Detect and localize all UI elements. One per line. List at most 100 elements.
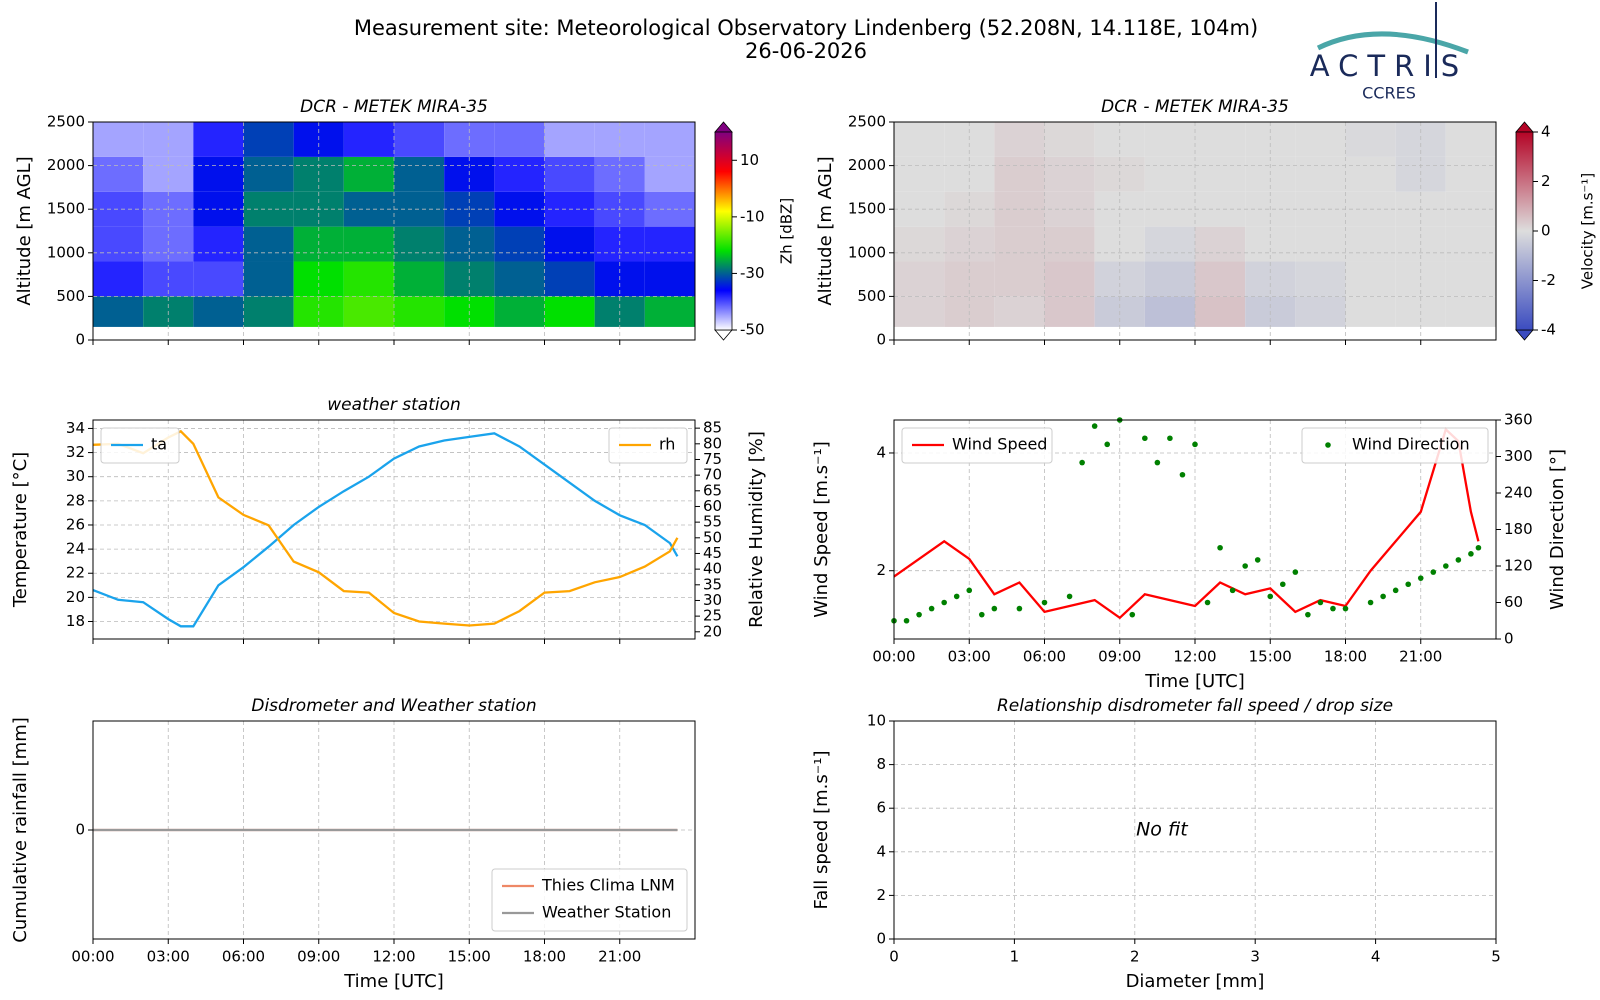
y-tick-label: 1500: [848, 200, 886, 218]
direction-point: [1342, 605, 1349, 612]
direction-point: [1217, 544, 1223, 551]
y2-tick-label: 35: [703, 575, 722, 593]
direction-point: [1279, 581, 1286, 588]
x-tick-label: 00:00: [872, 648, 915, 666]
y2-tick-label: 60: [1504, 593, 1523, 611]
colorbar-extend: [1515, 121, 1534, 133]
y-tick-label: 1000: [47, 243, 85, 261]
y-tick-label: 2: [876, 561, 886, 579]
direction-point: [928, 605, 935, 612]
y-tick-label: 500: [857, 287, 886, 305]
y-axis-label: Altitude [m AGL]: [14, 156, 35, 305]
heatmap-cell: [494, 296, 545, 327]
heatmap-cell: [544, 156, 595, 192]
heatmap-cell: [343, 226, 394, 262]
heatmap-cell: [544, 261, 595, 297]
direction-point: [1455, 557, 1462, 563]
x-tick-label: 15:00: [448, 948, 491, 966]
x-tick-label: 21:00: [1399, 648, 1442, 666]
y-axis-label: Temperature [°C]: [10, 452, 31, 608]
heatmap-cell: [994, 261, 1045, 297]
direction-point: [1475, 544, 1482, 551]
series-line: [92, 432, 679, 628]
colorbar-extend: [1515, 329, 1534, 341]
y-tick-label: 34: [66, 419, 85, 437]
heatmap-cell: [193, 156, 244, 192]
y2-tick-label: 300: [1504, 447, 1533, 465]
direction-point: [1417, 575, 1424, 581]
y2-tick-label: 30: [703, 591, 722, 609]
x-tick-label: 18:00: [523, 948, 566, 966]
heatmap-cell: [1295, 226, 1346, 262]
colorbar: [714, 131, 733, 331]
y2-tick-label: 40: [703, 560, 722, 578]
direction-point: [1380, 593, 1386, 600]
heatmap-cell: [1445, 156, 1496, 192]
x-tick-label: 03:00: [948, 648, 991, 666]
heatmap-cell: [1044, 156, 1095, 192]
heatmap-cell: [894, 156, 945, 192]
direction-point: [903, 617, 910, 624]
heatmap-cell: [644, 156, 695, 192]
heatmap-cell: [243, 296, 294, 327]
heatmap-cell: [1445, 226, 1496, 262]
colorbar-tick-label: 4: [1541, 123, 1551, 141]
heatmap-cell: [93, 122, 144, 157]
y-tick-label: 10: [867, 712, 886, 730]
direction-point: [1142, 435, 1148, 442]
x-tick-label: 03:00: [147, 948, 190, 966]
y2-axis-label: Relative Humidity [%]: [746, 431, 767, 628]
legend-box: [1301, 427, 1489, 464]
panel-title: DCR - METEK MIRA-35: [1101, 97, 1289, 117]
heatmap-cell: [243, 156, 294, 192]
y-tick-label: 0: [876, 930, 886, 948]
direction-point: [1317, 599, 1324, 606]
heatmap-cell: [243, 261, 294, 297]
series-line: [893, 427, 1480, 620]
heatmap-cell: [1345, 156, 1396, 192]
direction-point: [1267, 593, 1274, 600]
x-tick-label: 21:00: [598, 948, 641, 966]
y-tick-label: 4: [876, 842, 886, 860]
heatmap-cell: [544, 226, 595, 262]
heatmap-cell: [1295, 261, 1346, 297]
y-tick-label: 8: [876, 755, 886, 773]
colorbar-tick-label: -50: [740, 321, 765, 339]
legend-box: [491, 868, 688, 932]
heatmap-cell: [1295, 156, 1346, 192]
heatmap-cell: [343, 122, 394, 157]
heatmap-cell: [193, 122, 244, 157]
heatmap-cell: [1345, 226, 1396, 262]
heatmap-cell: [1144, 122, 1195, 157]
heatmap-cell: [1445, 296, 1496, 327]
panel-title: DCR - METEK MIRA-35: [300, 97, 488, 117]
heatmap-cell: [994, 122, 1045, 157]
x-axis-label: Time [UTC]: [1144, 671, 1245, 692]
annotation: No fit: [1136, 819, 1189, 841]
heatmap-cell: [93, 226, 144, 262]
y2-tick-label: 240: [1504, 484, 1533, 502]
y-tick-label: 6: [876, 799, 886, 817]
heatmap-cell: [1044, 296, 1095, 327]
direction-point: [1242, 563, 1248, 569]
y-tick-label: 2000: [47, 156, 85, 174]
y-tick-label: 30: [66, 467, 85, 485]
y2-tick-label: 80: [703, 434, 722, 452]
colorbar-tick-label: -30: [740, 264, 765, 282]
y-tick-label: 4: [876, 443, 886, 461]
axes-frame: [92, 121, 696, 341]
colorbar-tick-label: -10: [740, 207, 765, 225]
heatmap-cell: [1195, 261, 1246, 297]
legend-label: rh: [659, 435, 675, 454]
direction-point: [1079, 459, 1085, 466]
y2-tick-label: 60: [703, 497, 722, 515]
legend-label: ta: [151, 435, 167, 454]
colorbar-tick-label: 0: [1541, 222, 1551, 240]
colorbar-tick-label: 2: [1541, 172, 1551, 190]
direction-point: [1254, 557, 1261, 563]
y2-tick-label: 45: [703, 544, 722, 562]
heatmap-cell: [894, 296, 945, 327]
x-tick-label: 09:00: [297, 948, 340, 966]
direction-point: [1041, 599, 1048, 606]
